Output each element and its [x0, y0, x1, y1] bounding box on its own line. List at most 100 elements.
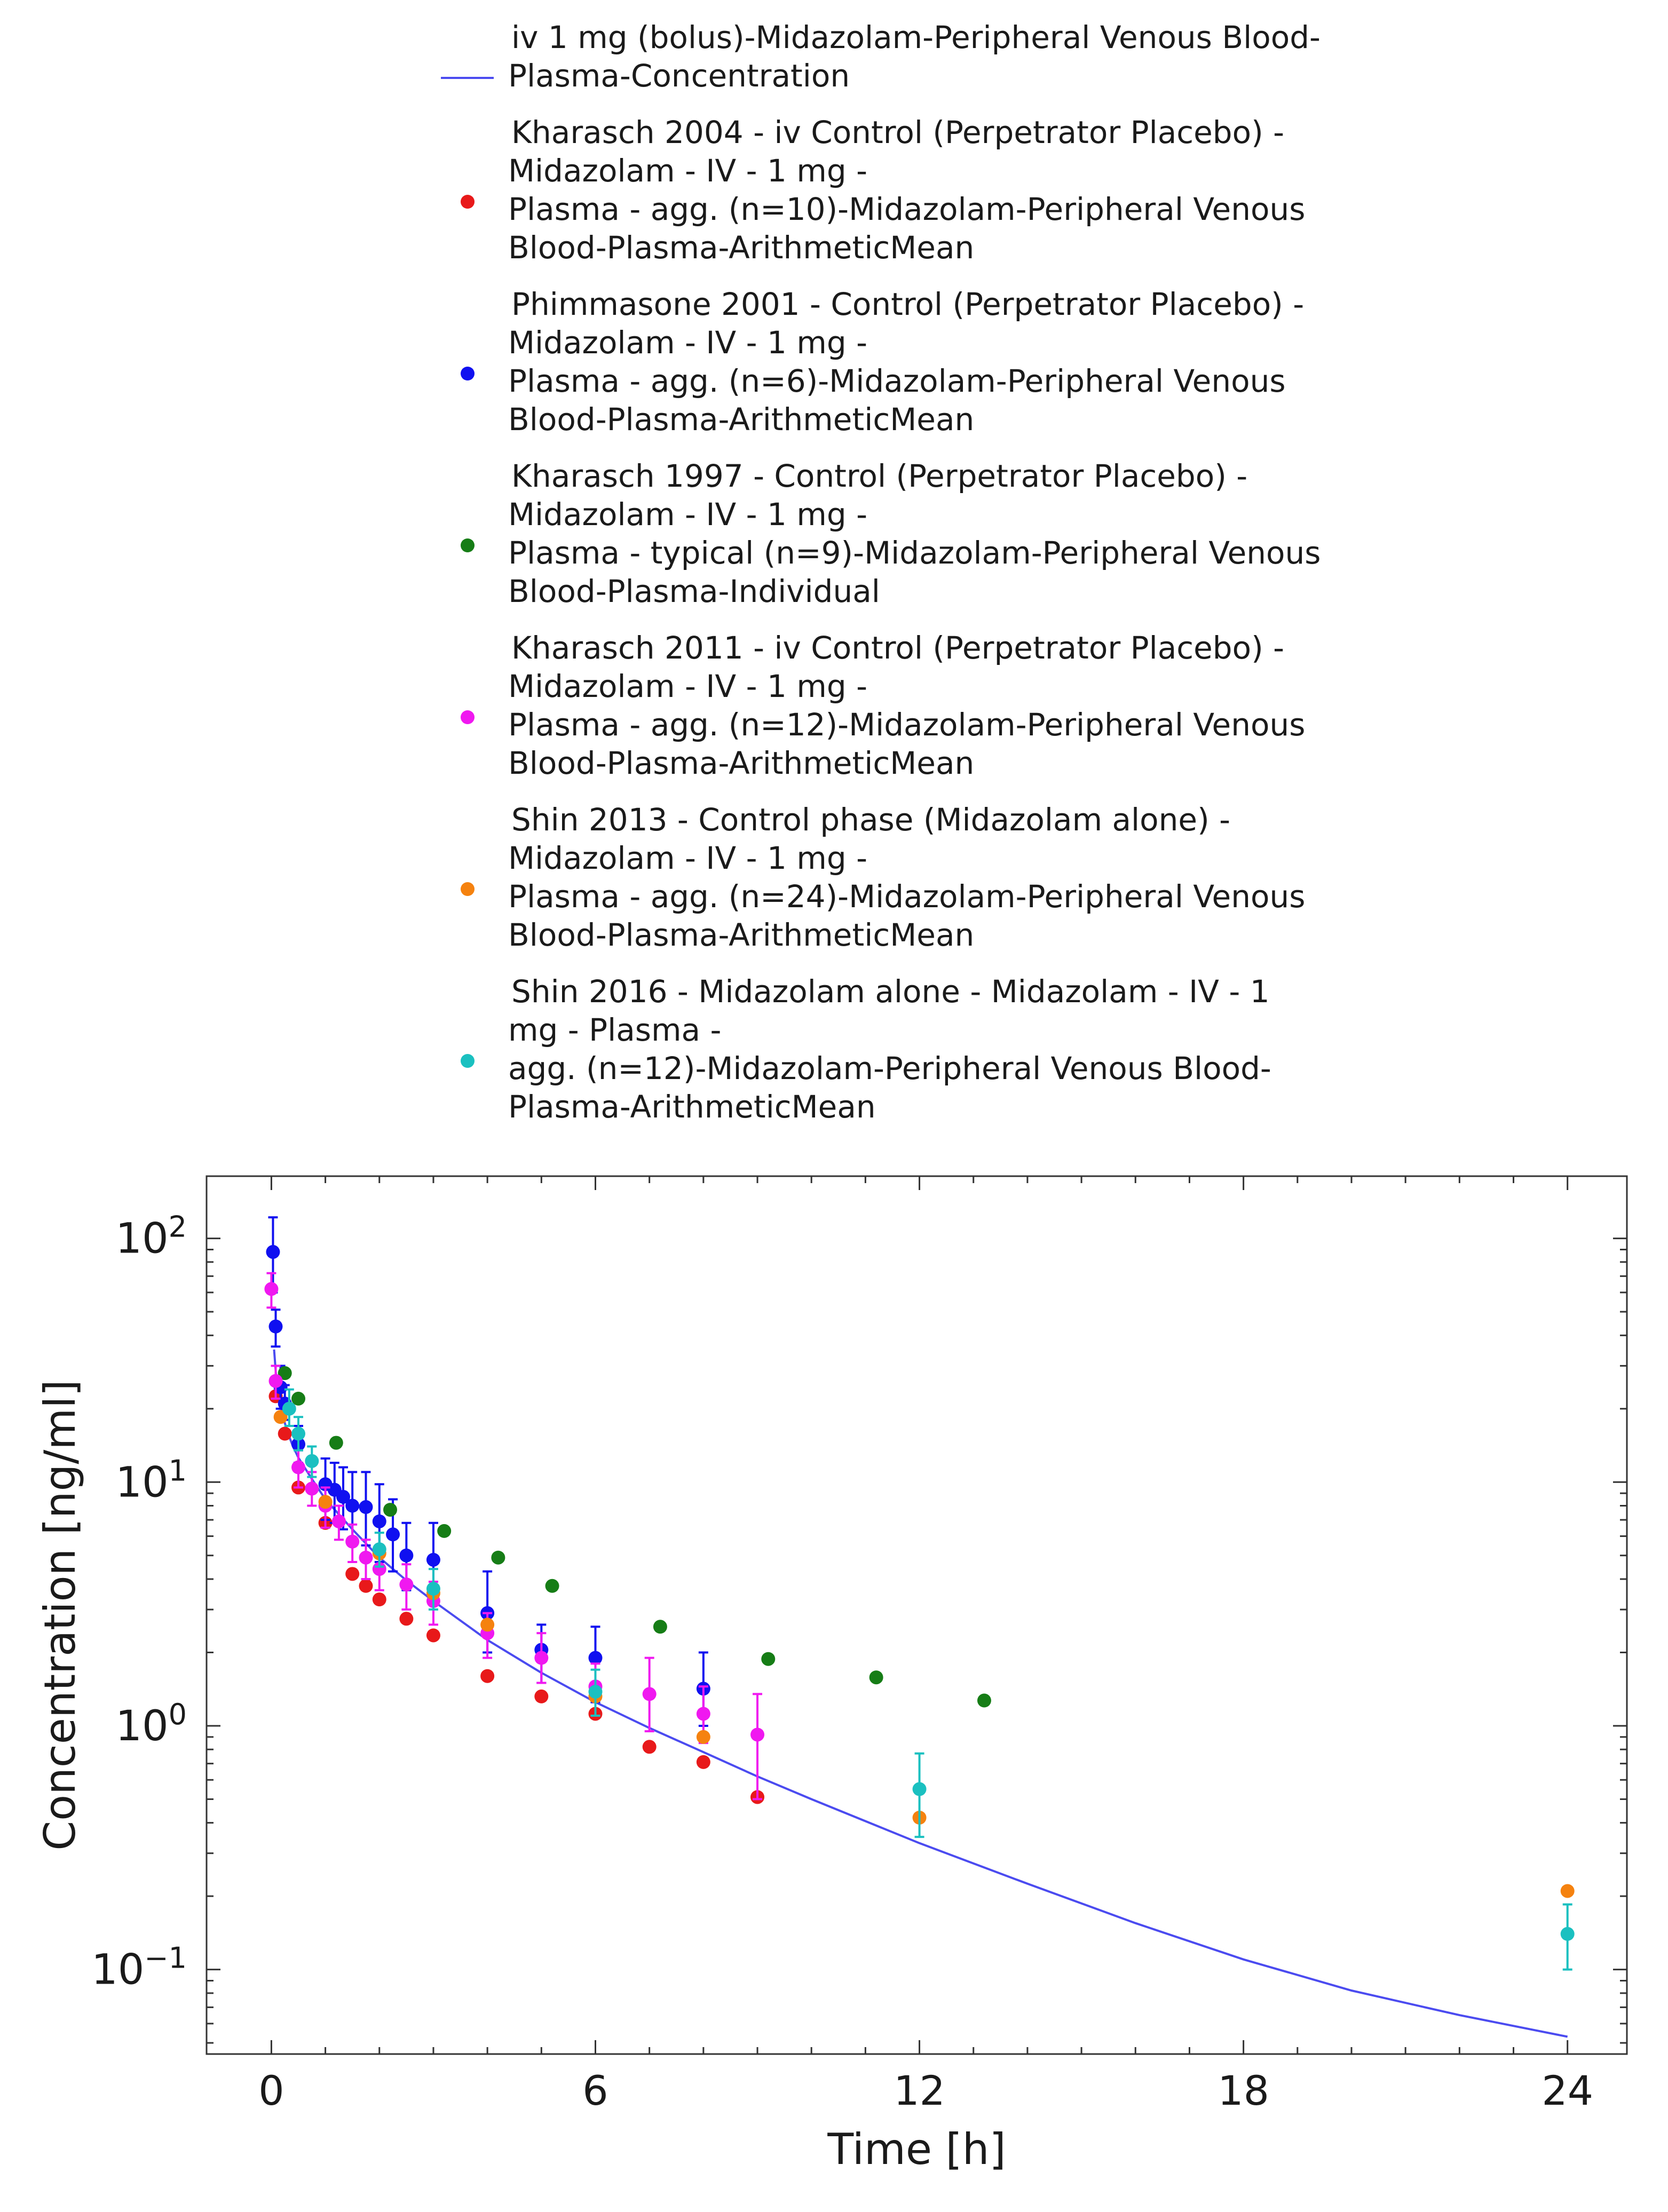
- data-point: [588, 1685, 603, 1699]
- plot-frame: [205, 1175, 1628, 2055]
- data-point: [977, 1693, 991, 1708]
- legend-label-line: Plasma - agg. (n=24)-Midazolam-Periphera…: [508, 878, 1305, 915]
- x-tick-label: 6: [582, 2067, 608, 2114]
- data-point: [761, 1652, 776, 1666]
- data-point: [480, 1669, 495, 1683]
- legend-label-line: Midazolam - IV - 1 mg -: [508, 324, 867, 361]
- y-tick-label: 10−1: [91, 1941, 187, 1994]
- legend-label-line: Shin 2013 - Control phase (Midazolam alo…: [511, 802, 1230, 838]
- axes: 0 6 12 18 24 102 101 100 10−1 Time [h] Concentrati…: [35, 1175, 1628, 2174]
- legend-label-line: Blood-Plasma-ArithmeticMean: [508, 401, 974, 438]
- data-point: [426, 1552, 440, 1567]
- legend-label-line: Blood-Plasma-ArithmeticMean: [508, 917, 974, 953]
- legend-label-line: Kharasch 1997 - Control (Perpetrator Pla…: [511, 458, 1247, 494]
- legend-label-line: Midazolam - IV - 1 mg -: [508, 496, 867, 533]
- data-point: [399, 1548, 414, 1563]
- legend-label-line: Blood-Plasma-Individual: [508, 573, 880, 609]
- legend-label-line: Kharasch 2004 - iv Control (Perpetrator …: [511, 114, 1284, 150]
- data-point: [278, 1366, 292, 1381]
- data-point: [869, 1670, 883, 1685]
- data-point: [282, 1401, 296, 1416]
- legend-label-line: Midazolam - IV - 1 mg -: [508, 840, 867, 876]
- legend-label-line: Shin 2016 - Midazolam alone - Midazolam …: [511, 973, 1270, 1010]
- data-point: [372, 1514, 386, 1528]
- y-axis-label: Concentration [ng/ml]: [35, 1379, 85, 1850]
- series-1: [268, 1389, 765, 1804]
- legend-label-line: Phimmasone 2001 - Control (Perpetrator P…: [511, 286, 1304, 322]
- data-point: [268, 1374, 283, 1388]
- data-point: [696, 1755, 710, 1769]
- legend-marker: [461, 367, 475, 380]
- legend-label-line: Blood-Plasma-ArithmeticMean: [508, 229, 974, 266]
- series-3: [278, 1366, 991, 1708]
- x-tick-label: 18: [1218, 2067, 1269, 2114]
- legend-label-line: Plasma - agg. (n=12)-Midazolam-Periphera…: [508, 707, 1305, 743]
- data-point: [359, 1500, 373, 1515]
- legend-label-line: agg. (n=12)-Midazolam-Peripheral Venous …: [508, 1050, 1271, 1087]
- legend-label-line: Kharasch 2011 - iv Control (Perpetrator …: [511, 630, 1284, 666]
- data-point: [545, 1579, 559, 1593]
- legend-marker: [461, 882, 475, 896]
- x-axis-label: Time [h]: [827, 2124, 1006, 2174]
- data-point: [359, 1550, 373, 1565]
- legend-label-line: Midazolam - IV - 1 mg -: [508, 153, 867, 189]
- data-point: [345, 1534, 360, 1549]
- legend-marker: [461, 710, 475, 724]
- legend-marker: [461, 538, 475, 552]
- legend-marker: [461, 195, 475, 209]
- x-tick-label: 0: [258, 2067, 284, 2114]
- data-point: [291, 1391, 306, 1406]
- data-point: [534, 1689, 549, 1703]
- data-point: [331, 1514, 346, 1528]
- data-point: [345, 1499, 360, 1513]
- legend-label-line: Plasma - typical (n=9)-Midazolam-Periphe…: [508, 535, 1321, 571]
- legend-label-line: Plasma-ArithmeticMean: [508, 1089, 876, 1125]
- legend: iv 1 mg (bolus)-Midazolam-Peripheral Ven…: [441, 19, 1321, 1125]
- y-tick-label: 101: [115, 1454, 187, 1507]
- data-point: [386, 1527, 400, 1542]
- data-point: [305, 1481, 319, 1496]
- simulation-line: [273, 1349, 1568, 2038]
- data-point: [305, 1454, 319, 1468]
- y-tick-label: 100: [115, 1698, 187, 1750]
- series-4: [264, 1272, 765, 1801]
- data-point: [336, 1489, 350, 1504]
- data-point: [291, 1426, 306, 1441]
- data-point: [426, 1582, 440, 1596]
- data-point: [372, 1562, 386, 1576]
- legend-label-line: mg - Plasma -: [508, 1012, 721, 1048]
- legend-label-line: Blood-Plasma-ArithmeticMean: [508, 745, 974, 781]
- data-point: [399, 1612, 414, 1626]
- data-point: [372, 1542, 386, 1557]
- x-tick-label: 12: [894, 2067, 945, 2114]
- data-point: [383, 1503, 398, 1517]
- data-point: [278, 1426, 292, 1441]
- data-point: [696, 1730, 710, 1744]
- series-6: [282, 1388, 1575, 1971]
- plot-area: [264, 1216, 1575, 2038]
- data-point: [1560, 1926, 1575, 1941]
- legend-marker: [461, 1054, 475, 1068]
- series-5: [273, 1410, 1575, 1898]
- y-tick-label: 102: [115, 1210, 187, 1263]
- data-point: [696, 1707, 710, 1721]
- data-point: [291, 1460, 306, 1474]
- data-point: [1560, 1884, 1575, 1898]
- legend-label-line: Plasma-Concentration: [508, 58, 850, 94]
- data-point: [266, 1244, 280, 1259]
- data-point: [912, 1782, 927, 1796]
- legend-label-line: iv 1 mg (bolus)-Midazolam-Peripheral Ven…: [511, 19, 1321, 56]
- series-0: [273, 1349, 1568, 2038]
- legend-label-line: Plasma - agg. (n=10)-Midazolam-Periphera…: [508, 191, 1305, 227]
- data-point: [750, 1727, 765, 1742]
- legend-label-line: Plasma - agg. (n=6)-Midazolam-Peripheral…: [508, 363, 1286, 399]
- data-point: [653, 1620, 667, 1634]
- data-point: [437, 1524, 452, 1538]
- data-point: [426, 1628, 440, 1643]
- data-point: [268, 1319, 283, 1334]
- data-point: [399, 1577, 414, 1592]
- data-point: [534, 1651, 549, 1665]
- data-point: [273, 1410, 288, 1424]
